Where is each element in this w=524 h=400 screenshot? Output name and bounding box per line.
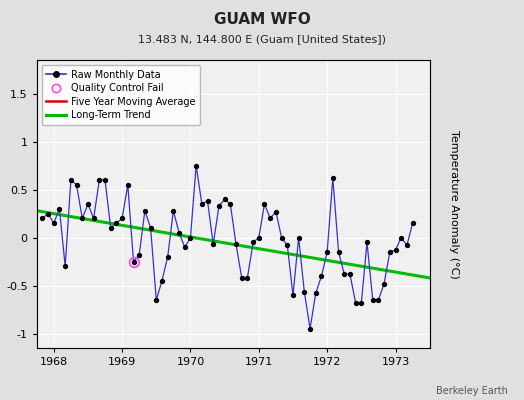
Point: [346, 271, 354, 277]
Point: [186, 234, 194, 241]
Point: [277, 234, 286, 241]
Point: [129, 258, 138, 265]
Point: [118, 215, 126, 222]
Point: [135, 252, 144, 258]
Point: [209, 241, 217, 248]
Point: [78, 215, 86, 222]
Point: [397, 234, 406, 241]
Point: [101, 177, 109, 183]
Point: [249, 239, 257, 246]
Point: [55, 206, 63, 212]
Point: [232, 241, 240, 248]
Point: [294, 234, 303, 241]
Point: [146, 225, 155, 231]
Point: [380, 280, 388, 287]
Point: [72, 182, 81, 188]
Point: [106, 225, 115, 231]
Point: [169, 208, 178, 214]
Point: [50, 220, 58, 226]
Point: [323, 249, 331, 255]
Point: [283, 242, 291, 248]
Point: [368, 297, 377, 303]
Point: [391, 247, 400, 253]
Point: [363, 239, 371, 246]
Point: [237, 275, 246, 281]
Point: [44, 210, 52, 217]
Point: [112, 220, 121, 226]
Point: [124, 182, 132, 188]
Point: [272, 208, 280, 215]
Point: [203, 198, 212, 204]
Point: [352, 300, 360, 306]
Point: [329, 175, 337, 181]
Point: [215, 203, 223, 209]
Point: [181, 244, 189, 250]
Point: [243, 275, 252, 281]
Point: [306, 326, 314, 332]
Point: [300, 289, 309, 296]
Point: [408, 220, 417, 226]
Point: [198, 201, 206, 207]
Y-axis label: Temperature Anomaly (°C): Temperature Anomaly (°C): [449, 130, 459, 278]
Point: [61, 263, 69, 270]
Point: [175, 230, 183, 236]
Point: [226, 201, 235, 207]
Point: [84, 201, 92, 207]
Point: [266, 215, 275, 222]
Point: [67, 177, 75, 183]
Point: [340, 271, 348, 277]
Text: Berkeley Earth: Berkeley Earth: [436, 386, 508, 396]
Point: [357, 300, 366, 306]
Point: [140, 208, 149, 214]
Point: [312, 290, 320, 296]
Point: [255, 234, 263, 241]
Point: [152, 297, 160, 303]
Point: [158, 278, 166, 284]
Point: [221, 196, 229, 202]
Text: 13.483 N, 144.800 E (Guam [United States]): 13.483 N, 144.800 E (Guam [United States…: [138, 34, 386, 44]
Point: [163, 254, 172, 260]
Point: [289, 292, 297, 298]
Point: [90, 215, 98, 222]
Text: GUAM WFO: GUAM WFO: [214, 12, 310, 27]
Point: [374, 297, 383, 303]
Point: [386, 249, 394, 255]
Point: [192, 162, 200, 169]
Point: [95, 177, 104, 183]
Legend: Raw Monthly Data, Quality Control Fail, Five Year Moving Average, Long-Term Tren: Raw Monthly Data, Quality Control Fail, …: [41, 65, 200, 125]
Point: [260, 201, 269, 207]
Point: [334, 249, 343, 255]
Point: [38, 215, 47, 222]
Point: [403, 242, 411, 248]
Point: [318, 273, 326, 279]
